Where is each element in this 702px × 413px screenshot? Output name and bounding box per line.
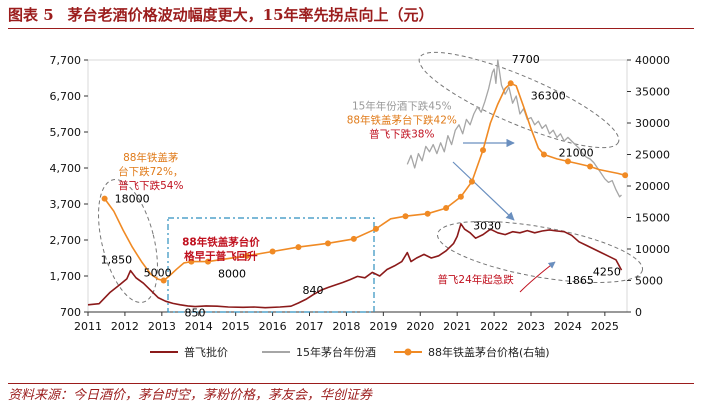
series-88-iron-marker	[443, 205, 450, 212]
x-tick-label: 2015	[222, 320, 250, 333]
annotation-line: 88年铁盖茅	[123, 151, 178, 164]
data-label: 850	[185, 307, 206, 320]
annotation-line: 普飞下跌54%	[118, 179, 183, 192]
y-left-tick-label: 3,700	[50, 198, 82, 211]
annotation-line: 台下跌72%，	[118, 165, 183, 178]
annotation-line: 普飞24年起急跌	[437, 273, 514, 286]
data-label: 36300	[531, 89, 566, 102]
x-tick-label: 2024	[554, 320, 582, 333]
series-88-iron-marker	[622, 172, 629, 179]
data-label: 3030	[473, 220, 501, 233]
series-88-iron-marker	[350, 235, 357, 242]
x-tick-label: 2013	[148, 320, 176, 333]
figure-header: 图表 5 茅台老酒价格波动幅度更大，15年率先拐点向上（元）	[8, 4, 694, 29]
x-tick-label: 2021	[443, 320, 471, 333]
annotation-line: 格早于普飞回升	[184, 249, 258, 262]
x-tick-label: 2016	[259, 320, 287, 333]
series-15yr-line	[406, 59, 622, 198]
y-left-tick-label: 700	[60, 306, 81, 319]
data-label: 1,850	[101, 254, 133, 267]
series-88-iron-marker	[160, 277, 167, 284]
series-88-iron-marker	[295, 244, 302, 251]
y-right-tick-label: 0	[635, 306, 642, 319]
data-label: 840	[303, 284, 324, 297]
series-88-iron-marker	[101, 195, 108, 202]
data-label: 8000	[218, 268, 246, 281]
y-right-tick-label: 20000	[635, 180, 670, 193]
x-tick-label: 2020	[406, 320, 434, 333]
series-88-iron-marker	[243, 252, 250, 259]
series-88-iron-marker	[269, 248, 276, 255]
series-88-iron-marker	[480, 147, 487, 154]
series-layer	[87, 59, 629, 309]
series-88-iron-marker	[587, 163, 594, 170]
series-88-iron-marker	[564, 158, 571, 165]
x-tick-label: 2022	[480, 320, 508, 333]
annotation-line: 15年年份酒下跌45%	[352, 100, 452, 113]
ellipse-2011-peak	[98, 179, 158, 303]
y-left-tick-label: 1,700	[50, 270, 82, 283]
series-88-iron-marker	[457, 193, 464, 200]
data-label: 5000	[144, 267, 172, 280]
y-right-tick-label: 25000	[635, 149, 670, 162]
ellipse-pufei-peak	[436, 220, 644, 284]
y-left-tick-label: 7,700	[50, 54, 82, 67]
series-88-iron-marker	[507, 80, 514, 87]
series-pufei-line	[87, 223, 623, 309]
series-88-iron-marker	[188, 258, 195, 265]
y-right-tick-label: 15000	[635, 212, 670, 225]
data-label: 1865	[566, 274, 594, 287]
x-tick-label: 2011	[74, 320, 102, 333]
legend: 普飞批价 15年茅台年份酒 88年铁盖茅台价格(右轴)	[150, 345, 550, 359]
x-tick-label: 2018	[332, 320, 360, 333]
legend-item-label: 普飞批价	[184, 345, 228, 359]
x-tick-label: 2014	[185, 320, 213, 333]
series-88-iron-marker	[324, 240, 331, 247]
data-label: 18000	[115, 193, 150, 206]
x-tick-label: 2017	[296, 320, 324, 333]
x-tick-label: 2023	[517, 320, 545, 333]
y-right-tick-label: 10000	[635, 243, 670, 256]
figure-label: 图表 5	[8, 6, 54, 24]
y-right-tick-label: 5000	[635, 275, 663, 288]
x-tick-label: 2012	[111, 320, 139, 333]
decorations	[98, 51, 644, 313]
y-right-tick-label: 35000	[635, 86, 670, 99]
series-88-iron-marker	[204, 258, 211, 265]
arrow-pufei-fall	[519, 261, 556, 293]
x-tick-label: 2025	[591, 320, 619, 333]
y-left-tick-label: 6,700	[50, 90, 82, 103]
y-left-tick-label: 2,700	[50, 234, 82, 247]
x-tick-label: 2019	[369, 320, 397, 333]
legend-item-label: 88年铁盖茅台价格(右轴)	[428, 345, 550, 359]
series-88-iron-marker	[402, 213, 409, 220]
data-label: 21000	[559, 146, 594, 159]
data-labels-layer: 1,850 18000 5000 8000 850 840 3030 1865 7700 3630…	[101, 53, 621, 320]
dashed-box-2013-2018	[167, 217, 375, 313]
axes: 700 1,700 2,700 3,700 4,700 5,700 6,700 7,700 0 5…	[50, 54, 671, 333]
series-88-iron-marker	[468, 178, 475, 185]
source-note: 资料来源：今日酒价，茅台时空，茅粉价格，茅友会，华创证券	[8, 383, 694, 410]
series-88-iron-marker	[372, 225, 379, 232]
y-left-tick-label: 4,700	[50, 162, 82, 175]
ellipse-2022-peak	[418, 51, 620, 149]
data-label: 4250	[593, 266, 621, 279]
annotation-line: 普飞下跌38%	[369, 128, 434, 141]
figure-title: 茅台老酒价格波动幅度更大，15年率先拐点向上（元）	[67, 6, 434, 24]
series-88-iron-marker	[540, 151, 547, 158]
legend-item-label: 15年茅台年份酒	[296, 345, 376, 359]
y-left-tick-label: 5,700	[50, 126, 82, 139]
data-label: 7700	[512, 53, 540, 66]
series-88-iron-marker	[424, 210, 431, 217]
annotation-line: 88年铁盖茅台下跌42%	[347, 114, 457, 127]
y-right-tick-label: 30000	[635, 117, 670, 130]
y-right-tick-label: 40000	[635, 54, 670, 67]
annotation-line: 88年铁盖茅台价	[182, 235, 260, 248]
legend-marker	[404, 348, 412, 356]
arrow-to-pufei-series	[452, 161, 515, 221]
